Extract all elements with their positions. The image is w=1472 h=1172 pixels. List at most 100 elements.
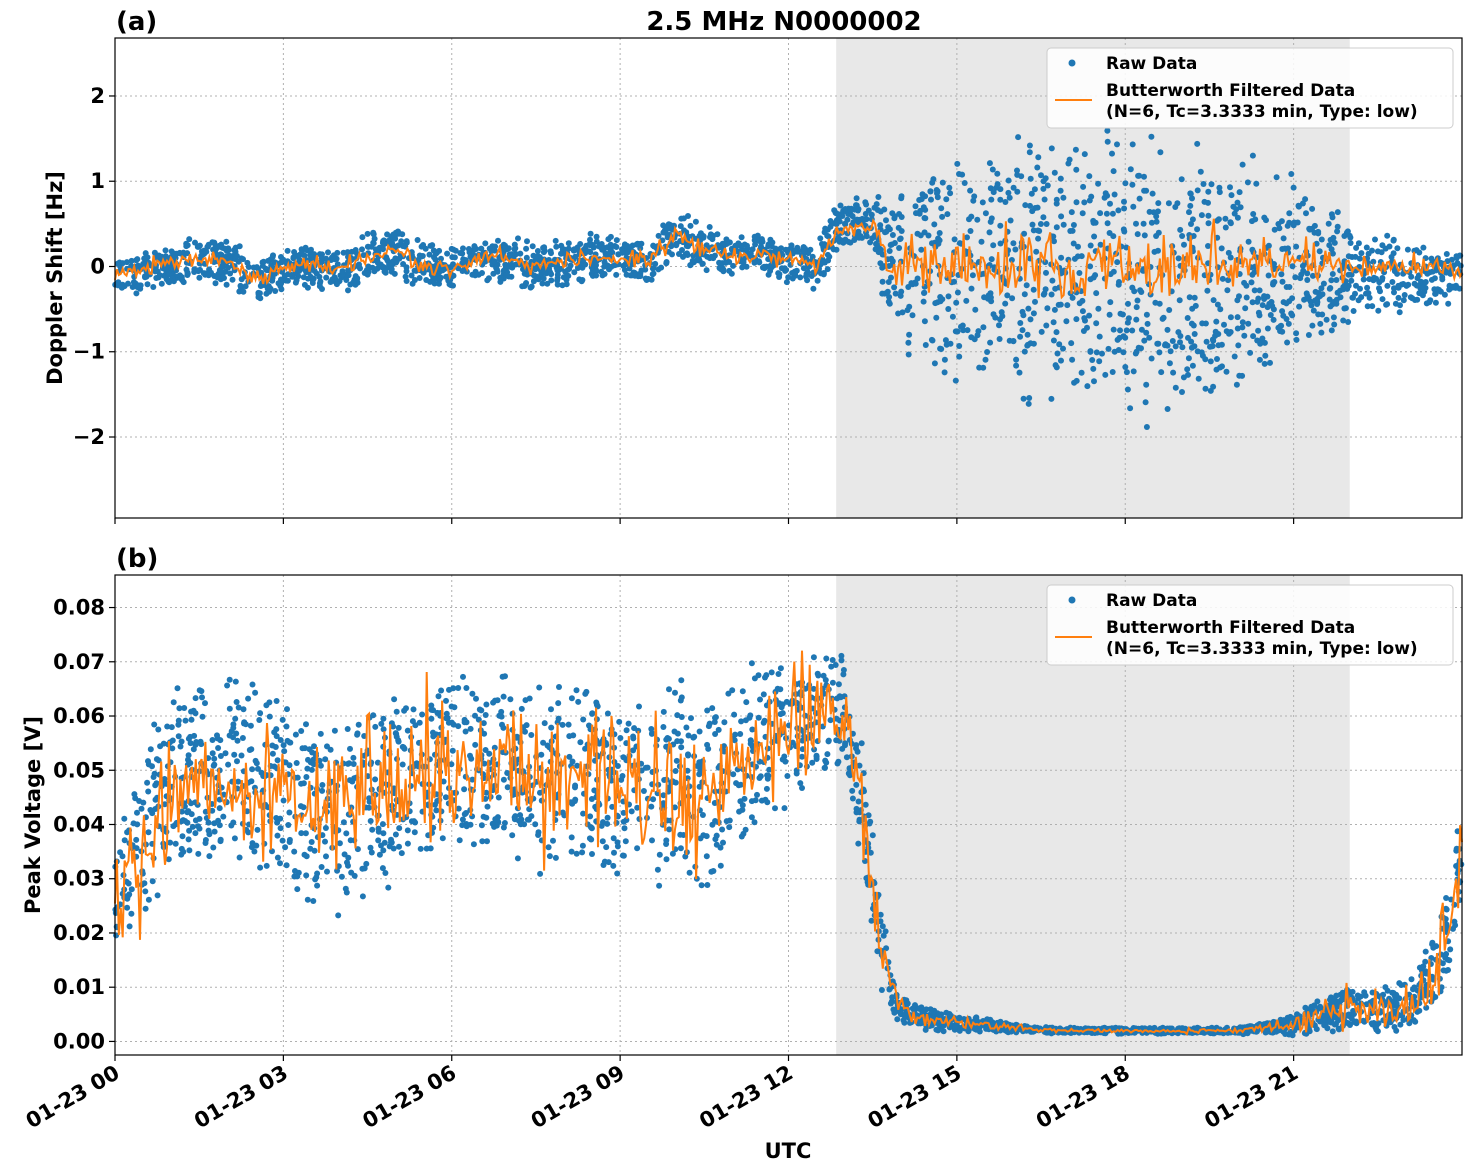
raw-data-point-a-111: [954, 289, 961, 296]
raw-data-point-b-397: [827, 717, 834, 724]
raw-data-point-a-565: [1197, 168, 1204, 175]
raw-data-point-b-463: [192, 830, 199, 837]
raw-data-point-b-1728: [545, 844, 552, 851]
raw-data-point-a-1303: [1090, 365, 1097, 372]
raw-data-point-a-355: [1043, 221, 1050, 227]
raw-data-point-a-1548: [1102, 190, 1109, 197]
raw-data-point-b-1348: [151, 721, 158, 728]
raw-data-point-b-2052: [1396, 980, 1403, 987]
raw-data-point-a-1443: [329, 254, 336, 261]
raw-data-point-b-1867: [779, 701, 786, 708]
raw-data-point-a-2586: [533, 253, 540, 260]
raw-data-point-a-1420: [958, 323, 964, 330]
raw-data-point-b-336: [862, 801, 869, 808]
raw-data-point-a-1723: [872, 246, 879, 253]
raw-data-point-a-184: [1115, 207, 1122, 214]
raw-data-point-a-77: [1309, 205, 1316, 212]
raw-data-point-b-727: [308, 839, 315, 845]
raw-data-point-a-2103: [1330, 314, 1337, 321]
raw-data-point-a-2311: [982, 356, 989, 363]
raw-data-point-b-1322: [125, 880, 132, 887]
raw-data-point-b-401: [577, 739, 584, 746]
raw-data-point-a-1342: [1355, 240, 1362, 247]
raw-data-point-b-116: [666, 686, 672, 693]
raw-data-point-a-1844: [1187, 190, 1194, 197]
raw-data-point-a-1712: [1323, 316, 1330, 323]
raw-data-point-a-1914: [1379, 276, 1386, 283]
raw-data-point-a-2116: [444, 250, 451, 257]
raw-data-point-b-2027: [737, 731, 744, 737]
raw-data-point-a-2111: [1244, 179, 1251, 186]
raw-data-point-b-1012: [185, 836, 192, 843]
raw-data-point-b-1645: [231, 835, 238, 842]
raw-data-point-a-2462: [379, 244, 386, 251]
raw-data-point-b-2070: [297, 803, 304, 810]
raw-data-point-a-2045: [1401, 292, 1408, 298]
raw-data-point-a-50: [1029, 221, 1036, 228]
raw-data-point-a-2160: [1236, 293, 1242, 300]
raw-data-point-a-858: [317, 278, 324, 285]
raw-data-point-a-887: [1328, 327, 1335, 334]
raw-data-point-a-739: [1270, 316, 1277, 323]
raw-data-point-a-960: [913, 210, 919, 217]
raw-data-point-a-2489: [1025, 305, 1032, 312]
raw-data-point-a-2018: [867, 239, 874, 246]
raw-data-point-b-2107: [331, 727, 338, 734]
raw-data-point-b-651: [760, 691, 767, 698]
raw-data-point-b-1467: [433, 807, 440, 814]
raw-data-point-b-2248: [696, 728, 703, 735]
raw-data-point-a-666: [1256, 287, 1263, 294]
raw-data-point-a-1886: [1394, 245, 1401, 252]
raw-data-point-a-1913: [439, 267, 446, 274]
raw-data-point-a-1739: [1069, 356, 1076, 363]
raw-data-point-b-1401: [568, 834, 575, 841]
raw-data-point-b-1346: [274, 757, 281, 764]
raw-data-point-b-643: [828, 663, 835, 670]
raw-data-point-b-2066: [922, 1026, 929, 1033]
raw-data-point-a-1674: [559, 282, 566, 289]
raw-data-point-a-834: [1164, 406, 1171, 412]
raw-data-point-a-2308: [1366, 294, 1373, 301]
raw-data-point-a-2402: [1044, 305, 1051, 312]
raw-data-point-a-2515: [1187, 202, 1194, 209]
raw-data-point-a-1662: [1063, 318, 1070, 325]
raw-data-point-b-1038: [1354, 992, 1361, 999]
raw-data-point-a-678: [223, 281, 230, 288]
raw-data-point-b-420: [147, 807, 154, 813]
raw-data-point-b-689: [748, 660, 755, 667]
raw-data-point-a-2474: [1101, 194, 1108, 201]
raw-data-point-a-1672: [461, 259, 468, 266]
raw-data-point-a-2055: [1086, 312, 1093, 319]
raw-data-point-a-1211: [1245, 320, 1252, 327]
raw-data-point-a-2213: [1048, 291, 1055, 298]
raw-data-point-b-1668: [614, 839, 621, 846]
raw-data-point-a-959: [1107, 299, 1114, 306]
raw-data-point-a-2218: [530, 272, 537, 279]
raw-data-point-b-726: [717, 862, 724, 869]
raw-data-point-b-1852: [1429, 941, 1436, 948]
raw-data-point-a-170: [1191, 294, 1198, 301]
raw-data-point-b-1800: [909, 1005, 916, 1012]
raw-data-point-b-497: [176, 705, 183, 712]
raw-data-point-b-1780: [459, 816, 466, 823]
raw-data-point-a-1787: [142, 273, 148, 280]
raw-data-point-a-1922: [912, 280, 919, 287]
raw-data-point-a-2468: [695, 255, 702, 262]
raw-data-point-a-1619: [234, 253, 240, 260]
raw-data-point-a-2089: [997, 222, 1004, 229]
raw-data-point-a-737: [1215, 216, 1222, 223]
raw-data-point-a-2246: [637, 273, 644, 280]
raw-data-point-a-954: [1177, 339, 1183, 346]
raw-data-point-b-930: [822, 757, 829, 764]
raw-data-point-b-2183: [726, 824, 733, 831]
raw-data-point-a-327: [1106, 311, 1113, 318]
raw-data-point-a-2361: [882, 229, 888, 236]
raw-data-point-a-1293: [1312, 288, 1319, 295]
raw-data-point-b-202: [648, 803, 655, 810]
raw-data-point-b-499: [672, 689, 678, 696]
raw-data-point-a-1462: [546, 266, 553, 272]
raw-data-point-a-724: [1222, 215, 1229, 222]
raw-data-point-a-1747: [1254, 337, 1261, 344]
raw-data-point-a-1827: [963, 297, 970, 304]
y-tick-label-a-2: 0: [90, 254, 105, 278]
